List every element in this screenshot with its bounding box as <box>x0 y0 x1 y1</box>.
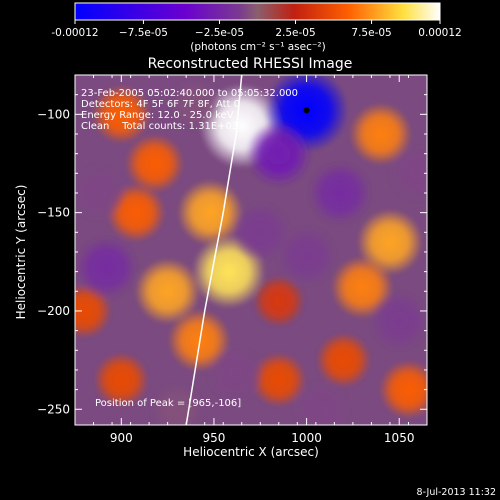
heatmap-blob <box>93 352 149 408</box>
colorbar-ticks: -0.00012 −7.5e-05 −2.5e-05 2.5e-05 7.5e-05 0.… <box>51 20 462 39</box>
colorbar <box>74 2 441 21</box>
heatmap-blob <box>125 134 184 193</box>
plot-frame <box>74 74 428 426</box>
info-line: Clean Total counts: 1.31E+03 <box>81 121 238 132</box>
heatmap-blob <box>277 226 336 286</box>
x-axis-label: Heliocentric X (arcsec) <box>183 445 319 459</box>
colorbar-tick-label: 2.5e-05 <box>275 27 315 39</box>
x-tick-label: 950 <box>202 431 225 445</box>
colorbar-tick-label: 7.5e-05 <box>351 27 391 39</box>
y-tick-label: −100 <box>37 107 70 121</box>
y-tick-label: −250 <box>37 402 70 416</box>
heatmap-blob <box>370 291 427 350</box>
colorbar-unit-label: (photons cm⁻² s⁻¹ asec⁻²) <box>190 41 325 53</box>
x-tick-label: 900 <box>110 431 133 445</box>
colorbar-tick-label: -0.00012 <box>51 27 98 39</box>
y-axis-label: Heliocentric Y (arcsec) <box>14 185 28 320</box>
y-tick-label: −200 <box>37 304 70 318</box>
x-tick-label: 1000 <box>291 431 322 445</box>
heatmap-blob <box>169 78 221 130</box>
heatmap-blob <box>390 145 427 201</box>
heatmap-area <box>75 75 427 425</box>
info-line: Energy Range: 12.0 - 25.0 keV <box>81 110 234 121</box>
heatmap-blobs <box>75 75 427 425</box>
heatmap-blob <box>92 85 151 144</box>
solar-limb-line <box>185 75 243 425</box>
heatmap-blob <box>308 161 371 224</box>
axis-ticks: 900 950 1000 1050 −100 −150 −200 −250 <box>37 74 428 445</box>
heatmap-blob <box>75 236 138 299</box>
colorbar-tick-label: −7.5e-05 <box>119 27 168 39</box>
heatmap-blob <box>294 381 349 425</box>
heatmap-blob <box>316 332 371 388</box>
info-line: Detectors: 4F 5F 6F 7F 8F, Att 0 <box>81 99 240 110</box>
peak-marker <box>303 107 310 114</box>
colorbar-tick-label: −2.5e-05 <box>195 27 244 39</box>
heatmap-blob <box>253 275 305 327</box>
x-tick-label: 1050 <box>384 431 415 445</box>
peak-position-label: Position of Peak = [965,-106] <box>95 398 241 409</box>
heatmap-blob <box>151 383 203 425</box>
heatmap-blob <box>379 360 427 419</box>
heatmap-blob <box>208 346 264 402</box>
heatmap-blob <box>168 309 231 372</box>
colorbar-tick-label: 0.00012 <box>418 27 461 39</box>
info-line: 23-Feb-2005 05:02:40.000 to 05:05:32.000 <box>81 88 298 99</box>
heatmap-blob <box>75 165 127 221</box>
heatmap-blob <box>245 120 312 187</box>
heatmap-blob <box>349 102 412 165</box>
heatmap-blob <box>251 352 307 408</box>
heatmap-blob <box>134 258 201 325</box>
heatmap-blob <box>231 203 290 262</box>
chart-title: Reconstructed RHESSI Image <box>148 56 353 72</box>
y-tick-label: −150 <box>37 206 70 220</box>
info-block: 23-Feb-2005 05:02:40.000 to 05:05:32.000… <box>81 88 298 132</box>
footer-timestamp: 8-Jul-2013 11:32 <box>417 487 496 498</box>
